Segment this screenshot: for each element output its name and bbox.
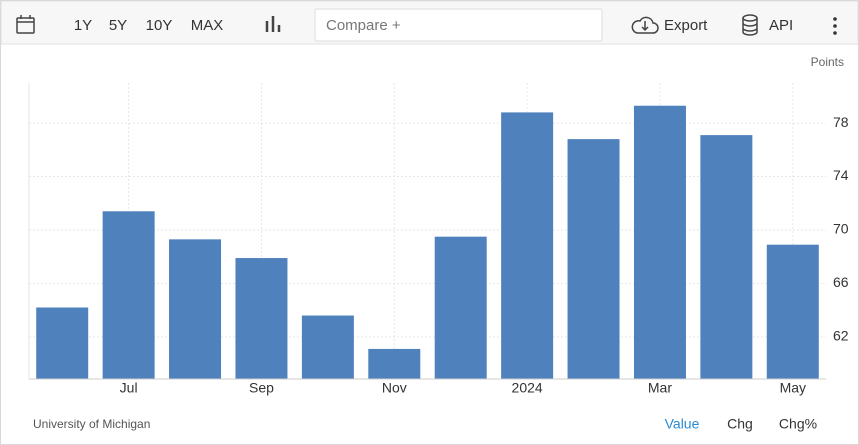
chart-type-icon[interactable] — [265, 16, 281, 32]
tab-value[interactable]: Value — [665, 416, 700, 432]
x-tick-label: 2024 — [512, 380, 543, 396]
source: University of Michigan — [33, 417, 150, 431]
range-button[interactable]: 1Y — [74, 17, 92, 34]
compare-input[interactable] — [314, 8, 603, 42]
y-tick-label: 78 — [833, 114, 849, 130]
y-tick-label: 74 — [833, 167, 849, 183]
bar — [169, 239, 222, 379]
compare-placeholder: Compare + — [326, 17, 401, 34]
y-tick-label: 70 — [833, 221, 849, 237]
bar — [102, 211, 155, 379]
bar — [700, 135, 753, 379]
calendar-icon[interactable] — [16, 15, 35, 34]
bar — [36, 307, 89, 379]
export-button[interactable]: Export — [664, 17, 708, 34]
x-tick-label: Sep — [249, 380, 274, 396]
bar — [633, 105, 686, 379]
y-tick-label: 66 — [833, 274, 849, 290]
range-button[interactable]: MAX — [191, 17, 224, 34]
export-icon[interactable] — [631, 16, 659, 34]
api-icon[interactable] — [742, 14, 758, 36]
bar — [301, 315, 354, 379]
tab-chg[interactable]: Chg — [727, 416, 753, 432]
tab-chg-pct[interactable]: Chg% — [779, 416, 817, 432]
x-tick-label: Nov — [382, 380, 407, 396]
y-axis-label: Points — [811, 55, 844, 69]
x-tick-label: May — [780, 380, 806, 396]
bar — [766, 244, 819, 379]
menu-icon[interactable] — [833, 17, 837, 35]
bar — [368, 348, 421, 379]
range-button[interactable]: 5Y — [109, 17, 127, 34]
bar — [567, 139, 620, 379]
bar — [235, 258, 288, 379]
plot: 62 66 70 74 78 Jul Sep Nov 2024 Mar May — [28, 83, 849, 396]
x-tick-label: Jul — [120, 380, 138, 396]
bar — [434, 236, 487, 379]
api-button[interactable]: API — [769, 17, 793, 34]
x-tick-label: Mar — [648, 380, 672, 396]
bar — [501, 112, 554, 380]
range-button[interactable]: 10Y — [146, 17, 173, 34]
y-tick-label: 62 — [833, 328, 849, 344]
